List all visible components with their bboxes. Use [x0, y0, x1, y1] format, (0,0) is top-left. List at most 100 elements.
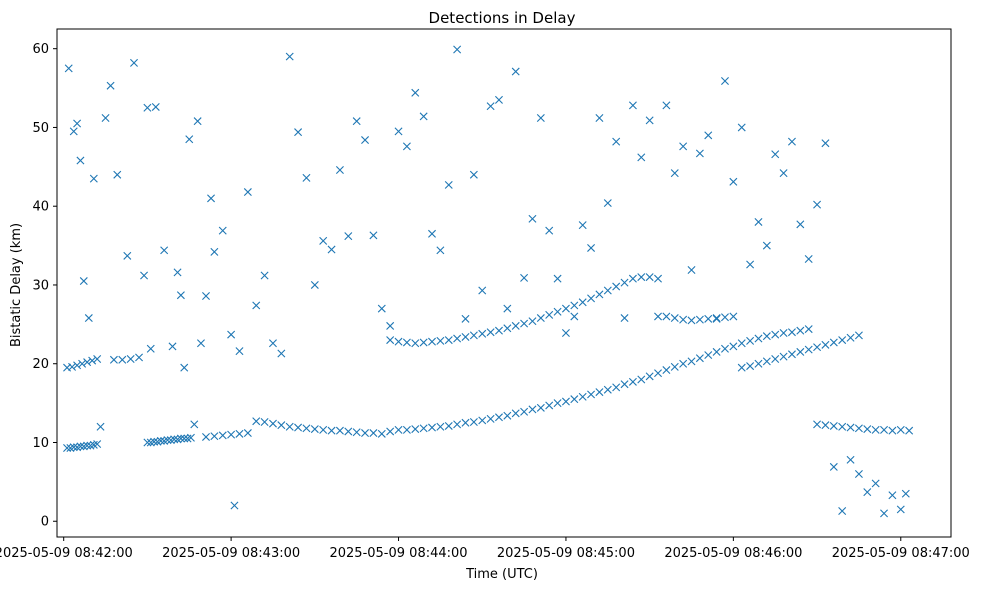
scatter-point: [84, 314, 93, 323]
data-marks: [63, 45, 914, 518]
scatter-point: [587, 390, 596, 399]
scatter-point: [578, 298, 587, 307]
scatter-point: [210, 247, 219, 256]
scatter-point: [854, 424, 863, 433]
scatter-point: [193, 117, 202, 126]
y-tick-label: 40: [32, 200, 49, 215]
scatter-point: [419, 424, 428, 433]
scatter-point: [896, 425, 905, 434]
scatter-point: [327, 426, 336, 435]
scatter-point: [779, 329, 788, 338]
scatter-point: [210, 432, 219, 441]
scatter-point: [645, 372, 654, 381]
scatter-point: [260, 271, 269, 280]
scatter-point: [173, 268, 182, 277]
scatter-point: [712, 314, 721, 323]
scatter-point: [186, 433, 195, 442]
scatter-point: [620, 380, 629, 389]
scatter-point: [428, 229, 436, 238]
y-tick-label: 10: [32, 436, 49, 451]
scatter-point: [118, 355, 127, 364]
scatter-point: [654, 369, 663, 378]
scatter-point: [344, 232, 353, 241]
scatter-point: [762, 241, 771, 250]
scatter-point: [854, 470, 863, 478]
y-tick-label: 20: [32, 357, 49, 372]
scatter-point: [829, 462, 838, 471]
scatter-point: [545, 310, 554, 319]
scatter-point: [628, 274, 637, 283]
scatter-point: [896, 505, 905, 514]
scatter-point: [394, 127, 403, 136]
scatter-point: [260, 418, 269, 426]
scatter-point: [344, 427, 353, 436]
scatter-point: [545, 226, 554, 235]
scatter-point: [69, 443, 78, 452]
scatter-point: [143, 103, 152, 112]
y-axis-label: Bistatic Delay (km): [9, 223, 24, 347]
scatter-point: [679, 315, 688, 324]
scatter-point: [721, 76, 729, 85]
scatter-point: [285, 422, 294, 431]
scatter-point: [252, 301, 261, 310]
scatter-point: [553, 399, 562, 408]
scatter-point: [73, 119, 82, 128]
scatter-point: [779, 352, 788, 361]
scatter-point: [637, 153, 646, 162]
scatter-point: [469, 170, 478, 179]
scatter-point: [712, 347, 721, 356]
scatter-point: [846, 333, 855, 342]
scatter-point: [419, 112, 428, 121]
scatter-point: [285, 52, 294, 61]
scatter-point: [428, 337, 436, 346]
scatter-point: [494, 95, 503, 104]
scatter-point: [603, 199, 612, 208]
scatter-point: [218, 431, 227, 440]
y-tick-label: 30: [32, 278, 49, 293]
scatter-point: [746, 362, 755, 371]
scatter-point: [143, 438, 152, 447]
scatter-point: [595, 114, 604, 122]
scatter-point: [587, 243, 596, 252]
scatter-point: [113, 170, 122, 179]
scatter-point: [561, 304, 570, 313]
x-tick-label: 2025-05-09 08:45:00: [497, 546, 635, 561]
scatter-point: [453, 334, 462, 343]
scatter-point: [813, 343, 822, 352]
scatter-point: [695, 354, 704, 363]
x-tick-label: 2025-05-09 08:43:00: [162, 546, 300, 561]
scatter-point: [478, 286, 487, 295]
scatter-point: [151, 102, 160, 111]
scatter-point: [754, 217, 763, 226]
scatter-point: [453, 45, 462, 54]
scatter-point: [444, 421, 453, 430]
scatter-point: [729, 177, 738, 186]
scatter-point: [227, 330, 236, 339]
scatter-point: [394, 337, 403, 346]
scatter-point: [545, 401, 554, 410]
scatter-point: [654, 274, 663, 283]
scatter-point: [787, 350, 796, 359]
scatter-point: [76, 442, 85, 451]
scatter-point: [369, 231, 378, 240]
scatter-point: [620, 314, 629, 323]
scatter-point: [821, 139, 830, 148]
scatter-point: [89, 174, 98, 183]
scatter-point: [771, 150, 780, 159]
scatter-point: [411, 339, 420, 348]
scatter-point: [888, 491, 897, 500]
scatter-point: [645, 273, 654, 282]
scatter-point: [469, 418, 478, 426]
scatter-point: [503, 411, 512, 420]
scatter-point: [863, 425, 872, 434]
scatter-point: [901, 489, 910, 498]
scatter-point: [687, 266, 696, 274]
scatter-point: [444, 180, 453, 189]
scatter-point: [520, 319, 529, 328]
scatter-point: [168, 342, 177, 351]
scatter-point: [109, 355, 118, 364]
scatter-point: [612, 137, 621, 146]
scatter-point: [771, 355, 780, 363]
scatter-point: [587, 294, 596, 303]
